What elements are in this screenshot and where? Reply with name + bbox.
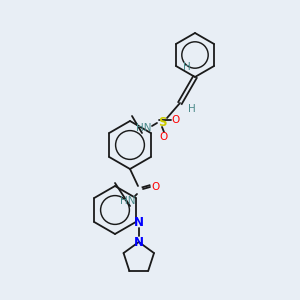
Text: H: H [188,104,196,114]
Text: O: O [160,132,168,142]
Text: O: O [151,182,159,192]
Text: S: S [158,116,166,130]
Text: N: N [134,215,144,229]
Text: HN: HN [136,123,152,133]
Text: H: H [183,62,191,72]
Text: N: N [134,236,144,248]
Text: HN: HN [120,196,136,206]
Text: O: O [172,115,180,125]
